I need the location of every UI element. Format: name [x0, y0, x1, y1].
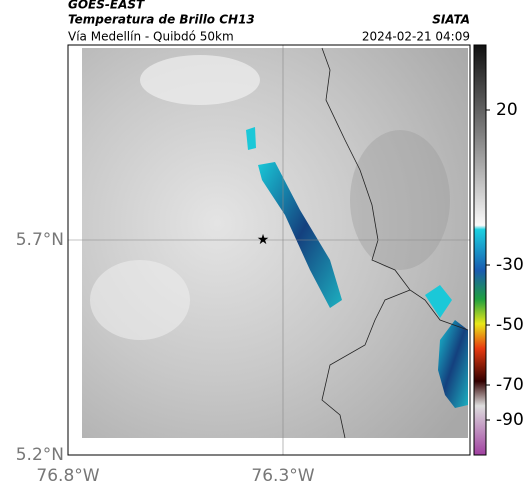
- source: SIATA: [432, 13, 470, 27]
- colorbar-label: -90: [496, 410, 524, 430]
- colorbar-label: -50: [496, 315, 524, 335]
- product: Temperatura de Brillo CH13: [68, 13, 255, 27]
- satellite: GOES-EAST: [68, 0, 145, 12]
- border: [321, 289, 411, 439]
- colorbar-scale: [473, 44, 487, 456]
- colorbar: [473, 44, 487, 456]
- map: ★: [67, 44, 471, 456]
- cloud: [140, 55, 260, 105]
- colorbar-label: -30: [496, 255, 524, 275]
- timestamp: 2024-02-21 04:09: [362, 30, 470, 44]
- map-frame: [67, 44, 471, 456]
- storm-cell: [438, 320, 468, 408]
- lat-label: 5.7°N: [16, 230, 64, 250]
- colorbar-label: -70: [496, 375, 524, 395]
- cloud: [90, 260, 190, 340]
- lon-label: 76.8°W: [36, 466, 99, 486]
- cloud: [350, 130, 450, 270]
- colorbar-label: 20: [496, 100, 518, 120]
- storm-cell: [425, 285, 452, 318]
- location-star: ★: [257, 232, 270, 248]
- lat-label: 5.2°N: [16, 445, 64, 465]
- lon-label: 76.3°W: [251, 466, 314, 486]
- storm-cell: [258, 162, 342, 308]
- storm-cell: [246, 127, 256, 150]
- subtitle: Vía Medellín - Quibdó 50km: [68, 30, 234, 44]
- header: GOES-EAST Temperatura de Brillo CH13 SIA…: [68, 0, 470, 44]
- satellite-image: [82, 48, 468, 438]
